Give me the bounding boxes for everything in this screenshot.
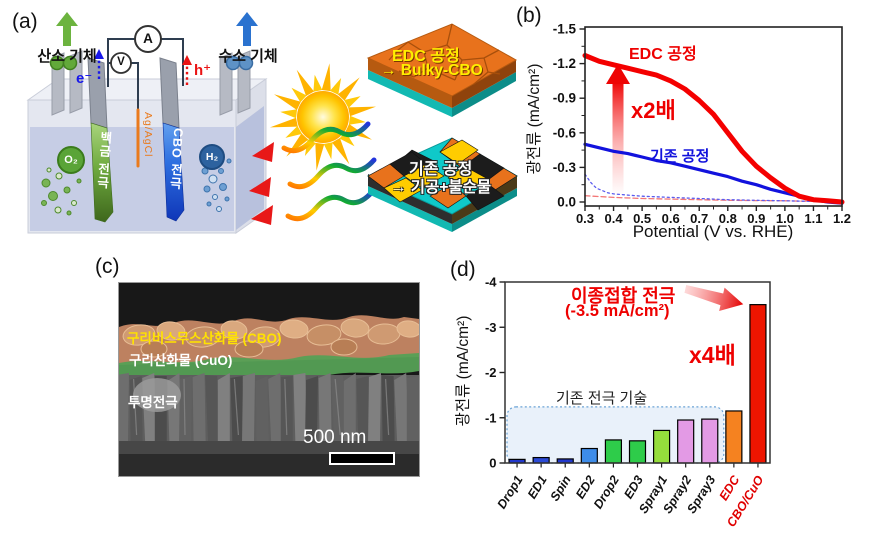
cuo-layer xyxy=(119,353,419,381)
platinum-electrode xyxy=(87,57,114,223)
sem-substrate-label: 투명전극 xyxy=(128,395,178,410)
svg-text:Drop1: Drop1 xyxy=(495,473,526,511)
reference-electrode-label: Ag/AgCl xyxy=(142,112,154,158)
svg-text:0: 0 xyxy=(489,456,496,471)
chart-d-y-axis-title: 광전류 (mA/cm²) xyxy=(455,315,472,427)
increase-arrow-b xyxy=(606,64,630,196)
o2-badge: O₂ xyxy=(57,146,85,174)
svg-text:-0.9: -0.9 xyxy=(553,91,576,106)
hydrogen-up-arrow xyxy=(236,12,258,46)
oxygen-gas-label: 산소 기체 xyxy=(37,48,97,65)
svg-text:-3: -3 xyxy=(485,320,497,335)
svg-text:-0.6: -0.6 xyxy=(553,125,577,140)
edc-film-tile xyxy=(366,23,518,117)
svg-text:0.5: 0.5 xyxy=(633,211,651,226)
hole-label: h⁺ xyxy=(194,62,212,79)
cbo-electrode xyxy=(159,57,185,222)
hole-flow-arrow xyxy=(182,55,192,85)
svg-text:-2: -2 xyxy=(485,365,497,380)
svg-text:0.4: 0.4 xyxy=(605,211,624,226)
svg-text:-0.3: -0.3 xyxy=(553,160,577,175)
panel-a-label: (a) xyxy=(12,10,38,33)
svg-text:-4: -4 xyxy=(485,275,497,290)
hydrogen-molecules-icon xyxy=(225,55,254,71)
svg-text:0.6: 0.6 xyxy=(662,211,680,226)
sem-cuo-layer-label: 구리산화물 (CuO) xyxy=(129,353,233,368)
sunlight-arrows xyxy=(249,121,377,225)
panel-d-label: (d) xyxy=(450,258,476,281)
svg-text:1.0: 1.0 xyxy=(776,211,794,226)
pointer-arrow-d xyxy=(684,284,744,312)
oxygen-bubbles xyxy=(41,167,82,216)
conventional-region-label: 기존 전극 기술 xyxy=(556,390,648,407)
oxygen-up-arrow xyxy=(56,12,78,46)
conv-tile-subtitle: → 기공+불순물 xyxy=(391,179,492,196)
svg-text:0.3: 0.3 xyxy=(576,211,594,226)
panel-c-label: (c) xyxy=(95,255,120,278)
cell-schematic-illustration xyxy=(26,12,518,234)
svg-text:ED1: ED1 xyxy=(525,473,550,501)
voltmeter-label: V xyxy=(117,56,125,68)
svg-text:-1.5: -1.5 xyxy=(553,22,577,37)
hydrogen-bubbles xyxy=(201,158,232,212)
chart-b-y-axis-title: 광전류 (mA/cm²) xyxy=(526,63,543,175)
sem-cbo-layer-label: 구리비스무스산화물 (CBO) xyxy=(127,331,282,346)
chart-b-plot: 0.3 0.4 0.5 0.6 0.7 0.8 0.9 1.0 1.1 1.2 0.0 -0.3 -0.… xyxy=(553,22,851,227)
svg-text:Drop2: Drop2 xyxy=(591,473,622,511)
hydrogen-gas-label: 수소 기체 xyxy=(218,48,278,65)
sem-scale-text: 500 nm xyxy=(303,427,367,448)
sem-scale-bar xyxy=(329,452,395,465)
edc-tile-subtitle: → Bulky-CBO xyxy=(381,62,483,79)
svg-text:0.8: 0.8 xyxy=(719,211,737,226)
multiplier-annotation-d: x4배 xyxy=(689,342,736,368)
heterojunction-annotation-value: (-3.5 mA/cm²) xyxy=(565,302,670,320)
heterojunction-annotation-title: 이종접합 전극 xyxy=(571,286,676,306)
conventional-film-tile xyxy=(366,137,518,232)
electron-flow-arrow xyxy=(94,49,104,79)
photocurrent-potential-chart: 0.3 0.4 0.5 0.6 0.7 0.8 0.9 1.0 1.1 1.2 0.0 -0.3 -0.… xyxy=(553,22,851,227)
sem-cross-section-image xyxy=(118,282,420,477)
electrolyte-water xyxy=(30,106,264,231)
oxygen-molecules-icon xyxy=(49,55,78,71)
svg-text:0.7: 0.7 xyxy=(690,211,708,226)
series-label-conventional: 기존 공정 xyxy=(650,148,710,165)
multiplier-annotation-b: x2배 xyxy=(631,98,676,123)
svg-text:Spin: Spin xyxy=(548,473,574,504)
sem-graphic xyxy=(119,283,419,476)
edc-tile-title: EDC 공정 xyxy=(392,48,460,65)
conv-tile-title: 기존 공정 xyxy=(409,161,473,178)
circuit-wires xyxy=(107,38,184,110)
svg-text:0.9: 0.9 xyxy=(747,211,765,226)
svg-text:1.2: 1.2 xyxy=(833,211,851,226)
cbo-grains xyxy=(122,318,419,358)
svg-text:0.0: 0.0 xyxy=(557,195,576,210)
panel-b-label: (b) xyxy=(516,4,542,27)
chart-b-x-axis-title: Potential (V vs. RHE) xyxy=(632,222,794,241)
svg-text:-1: -1 xyxy=(485,410,497,425)
voltmeter-icon xyxy=(110,52,132,74)
series-label-edc: EDC 공정 xyxy=(629,46,697,63)
svg-text:1.1: 1.1 xyxy=(804,211,822,226)
ammeter-icon xyxy=(134,25,162,53)
h2-badge: H₂ xyxy=(199,144,225,170)
ammeter-label: A xyxy=(143,31,153,46)
sun-icon xyxy=(270,63,376,171)
svg-text:-1.2: -1.2 xyxy=(553,56,576,71)
electron-label: e⁻ xyxy=(76,70,93,87)
